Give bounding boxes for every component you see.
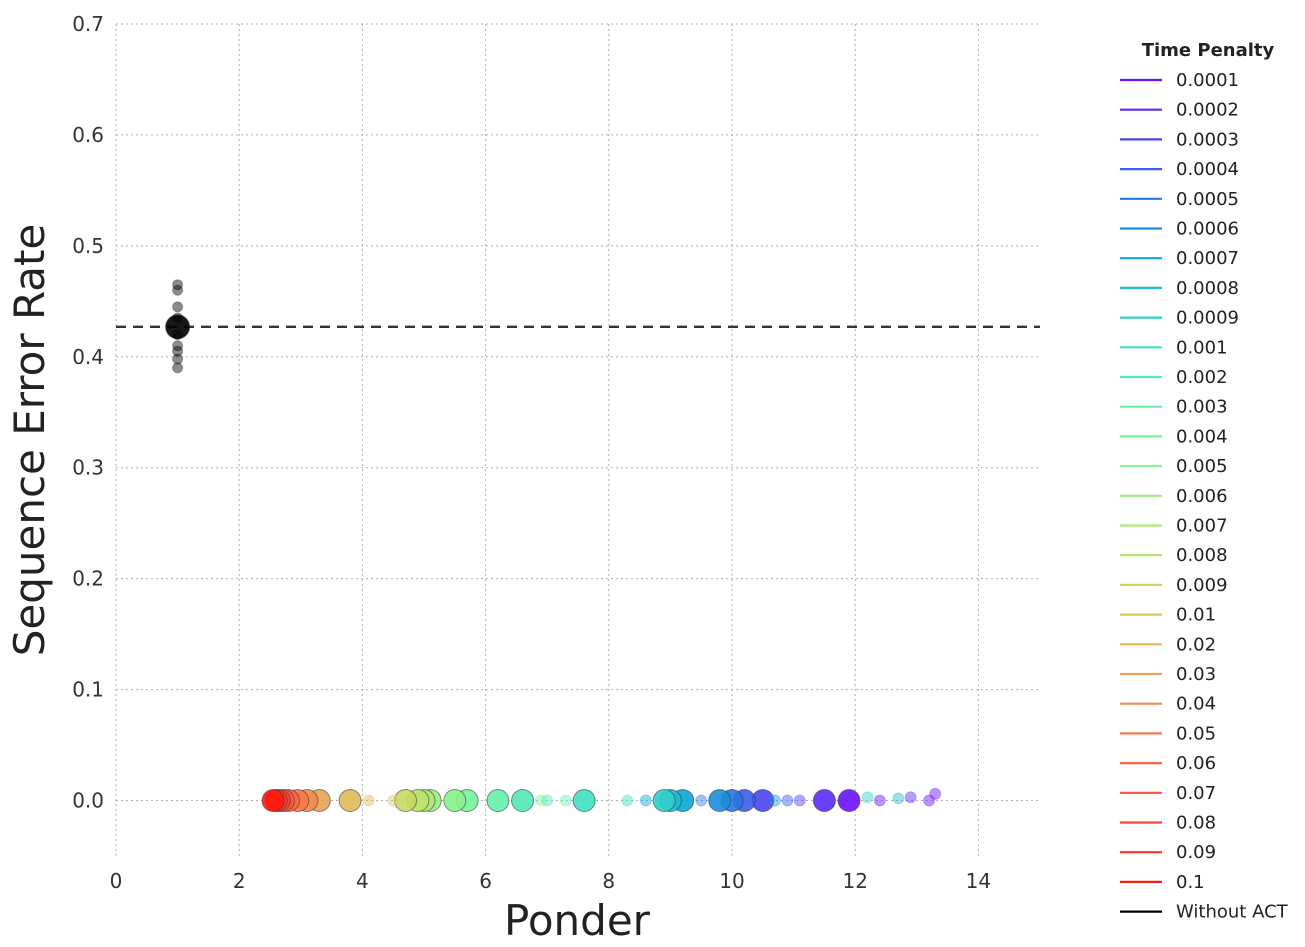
data-point (387, 794, 400, 807)
legend-label: 0.007 (1176, 516, 1228, 537)
legend-label: 0.006 (1176, 486, 1228, 507)
x-tick-label: 6 (479, 869, 492, 893)
legend-label: 0.01 (1176, 605, 1216, 626)
data-point (172, 340, 184, 352)
data-point (929, 787, 942, 800)
x-axis-title: Ponder (504, 896, 651, 945)
data-point (172, 279, 184, 291)
data-point (812, 789, 836, 813)
tick-labels: 0 2 4 6 8 10 12 14 0.0 0.1 0.2 0.3 0.4 0.5 0.6 0.7 (72, 12, 991, 893)
data-point (892, 792, 905, 805)
legend-label: Without ACT (1176, 902, 1289, 923)
y-tick-label: 0.0 (72, 789, 104, 813)
legend: Time Penalty 0.00010.00020.00030.00040.0… (1120, 40, 1289, 923)
legend-label: 0.09 (1176, 842, 1216, 863)
data-point (172, 353, 184, 365)
x-tick-label: 10 (719, 869, 744, 893)
legend-label: 0.0001 (1176, 70, 1239, 91)
y-tick-label: 0.6 (72, 123, 104, 147)
y-tick-label: 0.7 (72, 12, 104, 36)
data-point (559, 794, 572, 807)
y-tick-label: 0.2 (72, 567, 104, 591)
data-points (165, 279, 942, 813)
legend-label: 0.0009 (1176, 308, 1239, 329)
data-point (923, 794, 936, 807)
y-tick-label: 0.5 (72, 234, 104, 258)
legend-label: 0.0006 (1176, 219, 1239, 240)
legend-label: 0.02 (1176, 634, 1216, 655)
data-point (172, 345, 184, 357)
data-point (362, 794, 375, 807)
legend-label: 0.002 (1176, 367, 1228, 388)
data-point (338, 789, 362, 813)
x-tick-label: 4 (356, 869, 369, 893)
legend-label: 0.1 (1176, 872, 1205, 893)
x-tick-label: 0 (110, 869, 123, 893)
x-tick-label: 8 (602, 869, 615, 893)
data-point (541, 794, 554, 807)
y-tick-label: 0.4 (72, 345, 104, 369)
data-point (172, 329, 184, 341)
legend-label: 0.05 (1176, 723, 1216, 744)
x-tick-label: 2 (233, 869, 246, 893)
legend-label: 0.001 (1176, 337, 1228, 358)
data-point (837, 789, 861, 813)
data-point (394, 789, 418, 813)
data-point (861, 791, 874, 804)
data-point (769, 794, 782, 807)
data-point (172, 284, 184, 296)
data-point (873, 794, 886, 807)
legend-items: 0.0001 0.0002 0.0003 0.0004 0.0005 0.0006 0.00… (1120, 70, 1289, 923)
legend-label: 0.03 (1176, 664, 1216, 685)
data-point (708, 789, 732, 813)
data-point (639, 794, 652, 807)
data-point (535, 794, 548, 807)
data-point (172, 301, 184, 313)
legend-label: 0.0003 (1176, 129, 1239, 150)
y-tick-label: 0.3 (72, 456, 104, 480)
data-point (781, 794, 794, 807)
data-point (172, 362, 184, 374)
legend-label: 0.005 (1176, 456, 1228, 477)
legend-label: 0.009 (1176, 575, 1228, 596)
data-point (443, 789, 467, 813)
legend-label: 0.008 (1176, 545, 1228, 566)
data-point (172, 312, 184, 324)
data-point (486, 789, 510, 813)
legend-title: Time Penalty (1142, 40, 1275, 61)
data-point (511, 789, 535, 813)
y-tick-label: 0.1 (72, 678, 104, 702)
legend-label: 0.0004 (1176, 159, 1239, 180)
data-point (904, 791, 917, 804)
legend-label: 0.06 (1176, 753, 1216, 774)
legend-label: 0.004 (1176, 426, 1228, 447)
data-point (165, 314, 191, 340)
data-point (652, 789, 676, 813)
x-tick-label: 12 (842, 869, 867, 893)
legend-label: 0.003 (1176, 397, 1228, 418)
legend-label: 0.0005 (1176, 189, 1239, 210)
y-axis-title: Sequence Error Rate (5, 224, 54, 657)
x-tick-label: 14 (966, 869, 991, 893)
data-point (793, 794, 806, 807)
data-point (261, 789, 285, 813)
data-point (572, 789, 596, 813)
legend-label: 0.07 (1176, 783, 1216, 804)
legend-label: 0.04 (1176, 694, 1216, 715)
data-point (621, 794, 634, 807)
legend-label: 0.08 (1176, 813, 1216, 834)
data-point (695, 794, 708, 807)
legend-label: 0.0002 (1176, 100, 1239, 121)
grid-lines (115, 23, 1040, 856)
legend-label: 0.0007 (1176, 248, 1239, 269)
legend-label: 0.0008 (1176, 278, 1239, 299)
